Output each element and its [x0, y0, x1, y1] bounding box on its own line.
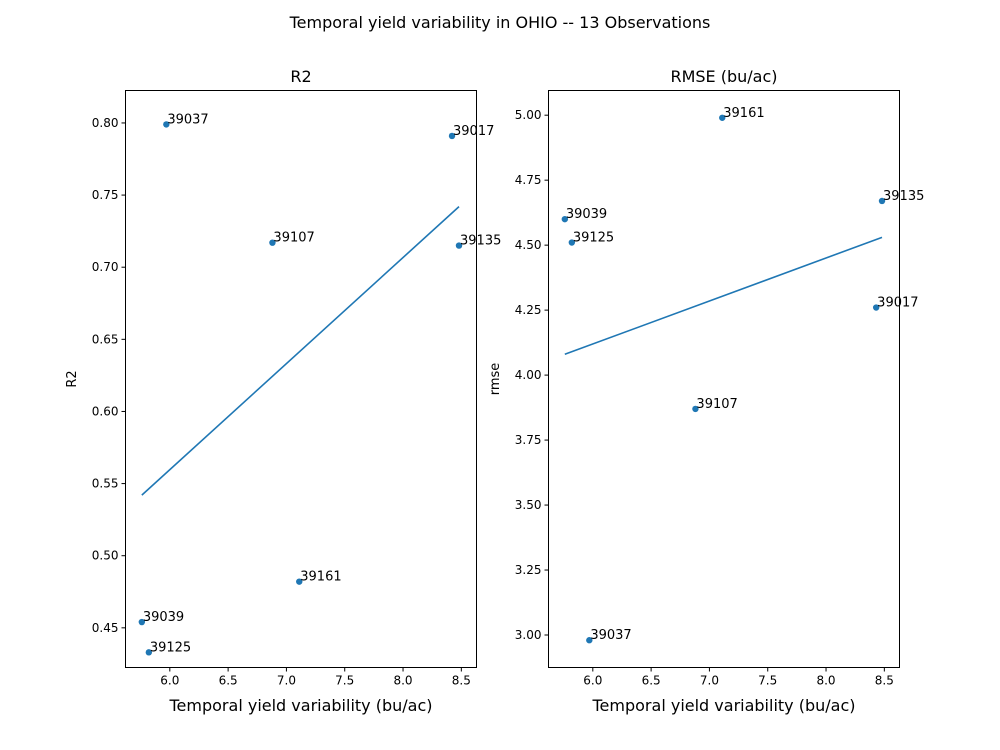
- r2-point-label: 39039: [143, 610, 184, 625]
- rmse-y-tick-label: 3.25: [515, 563, 542, 577]
- r2-point-label: 39037: [167, 112, 208, 127]
- r2-y-tick-label: 0.65: [92, 332, 119, 346]
- r2-x-tick-label: 6.5: [219, 674, 238, 688]
- r2-data-point: [163, 121, 170, 128]
- rmse-x-tick-label: 8.0: [816, 674, 835, 688]
- rmse-x-tick-label: 7.5: [758, 674, 777, 688]
- rmse-y-axis-label: rmse: [488, 363, 503, 396]
- r2-point-label: 39017: [453, 124, 494, 139]
- r2-chart-title: R2: [290, 67, 311, 86]
- rmse-y-tick-label: 4.00: [515, 368, 542, 382]
- r2-point-label: 39125: [150, 640, 191, 655]
- rmse-tick-group: 6.0 6.5 7.0 7.5 8.0 8.5 3.00 3.25 3.50 3.75 4.00 4.…: [515, 108, 894, 687]
- rmse-point-label: 39039: [566, 207, 607, 222]
- rmse-data-point: [568, 239, 576, 246]
- rmse-x-axis-label: Temporal yield variability (bu/ac): [592, 696, 856, 715]
- r2-y-tick-label: 0.60: [92, 404, 119, 418]
- r2-data-point: [448, 132, 456, 140]
- rmse-point-label: 39037: [590, 628, 631, 643]
- rmse-y-tick-label: 3.50: [515, 498, 542, 512]
- r2-data-point: [269, 239, 276, 246]
- r2-y-tick-label: 0.55: [92, 477, 119, 491]
- r2-x-tick-label: 8.5: [452, 674, 471, 688]
- rmse-data-point: [586, 637, 593, 644]
- rmse-data-point: [719, 114, 726, 121]
- rmse-x-tick-label: 6.0: [583, 674, 602, 688]
- r2-x-axis-label: Temporal yield variability (bu/ac): [169, 696, 433, 715]
- rmse-y-tick-label: 4.50: [515, 238, 542, 252]
- r2-point-label: 39107: [273, 231, 314, 246]
- rmse-y-tick-label: 3.00: [515, 628, 542, 642]
- r2-x-tick-label: 6.0: [160, 674, 179, 688]
- r2-trend-line: [141, 206, 460, 496]
- r2-y-tick-label: 0.70: [92, 260, 119, 274]
- r2-data-point: [296, 578, 303, 585]
- rmse-point-label: 39161: [723, 106, 764, 121]
- r2-data-point: [145, 649, 153, 656]
- r2-mark-group: 39037 39017 39107 39135 39161 39039 39125: [138, 112, 501, 656]
- rmse-y-tick-label: 5.00: [515, 108, 542, 122]
- r2-data-point: [455, 242, 463, 249]
- rmse-data-point: [692, 405, 699, 413]
- rmse-x-tick-label: 6.5: [642, 674, 661, 688]
- rmse-data-point: [872, 304, 880, 311]
- rmse-point-label: 39017: [877, 296, 918, 311]
- r2-data-point: [138, 618, 146, 626]
- figure-suptitle: Temporal yield variability in OHIO -- 13…: [289, 13, 711, 32]
- rmse-plot-frame: [548, 90, 900, 668]
- r2-point-label: 39135: [460, 234, 501, 249]
- r2-x-tick-label: 7.0: [277, 674, 296, 688]
- r2-plot-frame: [125, 90, 477, 668]
- rmse-chart-panel: RMSE (bu/ac) Temporal yield variability …: [488, 67, 924, 715]
- rmse-data-point: [878, 197, 886, 205]
- r2-point-label: 39161: [300, 570, 341, 585]
- rmse-x-tick-label: 7.0: [700, 674, 719, 688]
- rmse-x-tick-label: 8.5: [875, 674, 894, 688]
- rmse-data-point: [561, 215, 569, 223]
- rmse-y-tick-label: 4.25: [515, 303, 542, 317]
- r2-y-tick-label: 0.75: [92, 188, 119, 202]
- rmse-point-label: 39135: [883, 189, 924, 204]
- rmse-trend-line: [564, 236, 883, 356]
- r2-y-tick-label: 0.50: [92, 549, 119, 563]
- rmse-point-label: 39125: [573, 231, 614, 246]
- rmse-point-label: 39107: [696, 397, 737, 412]
- r2-tick-group: 6.0 6.5 7.0 7.5 8.0 8.5 0.45 0.50 0.55 0.60 0.65 0.…: [92, 116, 471, 688]
- r2-x-tick-label: 8.0: [393, 674, 412, 688]
- rmse-chart-title: RMSE (bu/ac): [670, 67, 777, 86]
- rmse-y-tick-label: 4.75: [515, 173, 542, 187]
- r2-y-tick-label: 0.80: [92, 116, 119, 130]
- r2-chart-panel: R2 Temporal yield variability (bu/ac) R2…: [65, 67, 501, 715]
- r2-y-axis-label: R2: [65, 370, 80, 387]
- r2-x-tick-label: 7.5: [335, 674, 354, 688]
- rmse-y-tick-label: 3.75: [515, 433, 542, 447]
- rmse-mark-group: 39161 39135 39039 39125 39017 39107 39037: [561, 106, 924, 644]
- r2-y-tick-label: 0.45: [92, 621, 119, 635]
